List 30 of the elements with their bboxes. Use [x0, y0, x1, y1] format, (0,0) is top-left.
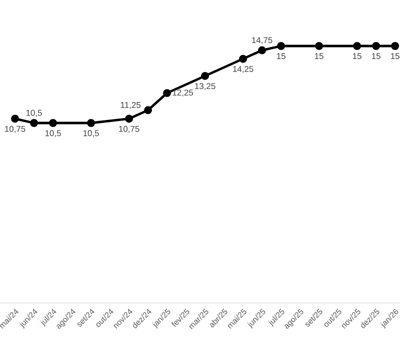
data-label: 11,25 — [120, 102, 141, 109]
data-label: 10,75 — [5, 126, 26, 133]
point — [49, 119, 57, 127]
data-label: 10,5 — [26, 110, 42, 117]
data-label: 15 — [352, 53, 362, 60]
point — [144, 106, 152, 114]
data-label: 10,5 — [83, 130, 99, 138]
point — [372, 42, 380, 50]
data-label: 12,25 — [172, 90, 194, 97]
point — [11, 114, 19, 123]
data-label: 13,25 — [195, 83, 216, 90]
point — [125, 114, 134, 123]
data-label: 15 — [372, 53, 380, 60]
data-label: 15 — [390, 53, 400, 60]
point — [201, 72, 210, 80]
data-label: 15 — [314, 53, 324, 60]
point — [30, 119, 38, 127]
data-label: 10,5 — [45, 130, 61, 138]
point — [258, 46, 266, 54]
data-label: 14,25 — [233, 66, 254, 73]
point — [277, 42, 286, 50]
point — [315, 42, 324, 50]
point — [163, 89, 172, 98]
data-label: 14,75 — [252, 37, 272, 44]
data-label: 15 — [276, 53, 286, 60]
point — [239, 54, 248, 63]
point — [353, 42, 362, 50]
point — [391, 42, 400, 50]
point — [87, 119, 96, 127]
data-label: 10,75 — [119, 126, 140, 133]
